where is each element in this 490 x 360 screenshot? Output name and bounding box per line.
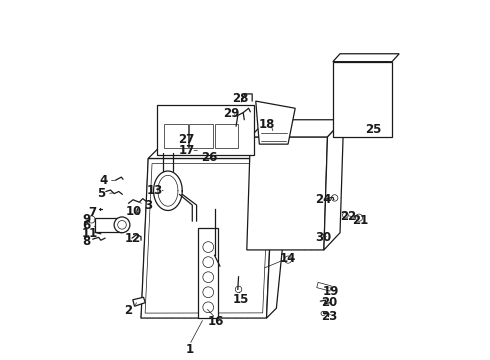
Polygon shape bbox=[215, 125, 238, 148]
Text: 12: 12 bbox=[125, 231, 141, 244]
Text: 27: 27 bbox=[178, 133, 194, 146]
Text: 9: 9 bbox=[82, 213, 91, 226]
Text: 7: 7 bbox=[89, 206, 97, 219]
Polygon shape bbox=[148, 139, 294, 158]
Polygon shape bbox=[247, 137, 327, 250]
Text: 20: 20 bbox=[321, 296, 338, 309]
Text: 18: 18 bbox=[259, 118, 275, 131]
Text: 14: 14 bbox=[280, 252, 296, 265]
Text: 26: 26 bbox=[201, 151, 218, 164]
Text: 30: 30 bbox=[315, 231, 331, 244]
Text: 21: 21 bbox=[352, 214, 368, 227]
Polygon shape bbox=[190, 125, 213, 148]
Polygon shape bbox=[333, 62, 392, 137]
Polygon shape bbox=[324, 120, 343, 250]
Text: 11: 11 bbox=[82, 227, 98, 240]
Text: 24: 24 bbox=[315, 193, 331, 206]
Text: 16: 16 bbox=[207, 315, 224, 328]
Polygon shape bbox=[141, 158, 274, 318]
Text: 22: 22 bbox=[340, 210, 356, 223]
Text: 17: 17 bbox=[179, 144, 195, 157]
Text: 6: 6 bbox=[82, 219, 91, 232]
Bar bbox=[317, 282, 331, 291]
Text: 1: 1 bbox=[185, 343, 194, 356]
Polygon shape bbox=[333, 54, 399, 62]
Text: 4: 4 bbox=[99, 174, 107, 186]
Text: 29: 29 bbox=[223, 107, 240, 120]
Polygon shape bbox=[133, 297, 146, 306]
Polygon shape bbox=[267, 139, 294, 318]
Text: 15: 15 bbox=[233, 293, 249, 306]
Polygon shape bbox=[198, 228, 218, 318]
Polygon shape bbox=[157, 105, 254, 155]
Text: 19: 19 bbox=[323, 285, 339, 298]
Polygon shape bbox=[141, 158, 274, 318]
Text: 23: 23 bbox=[321, 310, 338, 323]
Circle shape bbox=[114, 217, 130, 233]
Polygon shape bbox=[256, 101, 295, 144]
Polygon shape bbox=[164, 125, 188, 148]
Text: 2: 2 bbox=[124, 305, 132, 318]
Text: 5: 5 bbox=[98, 187, 106, 200]
Polygon shape bbox=[247, 137, 327, 250]
Text: 8: 8 bbox=[82, 235, 91, 248]
Polygon shape bbox=[95, 218, 122, 232]
Text: 13: 13 bbox=[147, 184, 163, 197]
Text: 3: 3 bbox=[144, 199, 152, 212]
Text: 10: 10 bbox=[126, 205, 142, 218]
Polygon shape bbox=[250, 120, 343, 137]
Text: 25: 25 bbox=[365, 123, 382, 136]
Text: 28: 28 bbox=[233, 92, 249, 105]
